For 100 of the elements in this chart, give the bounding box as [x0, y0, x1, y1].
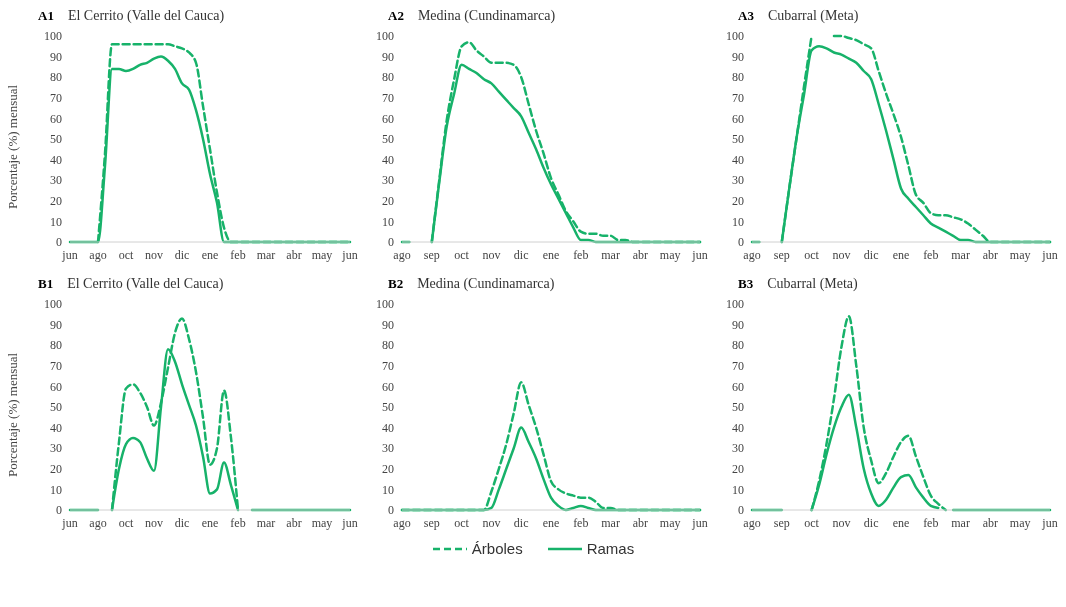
- y-tick-label: 20: [732, 194, 744, 209]
- x-tick-label: may: [1009, 247, 1031, 262]
- legend-label: Árboles: [471, 540, 523, 557]
- chart-title: Cubarral (Meta): [767, 8, 859, 24]
- y-tick-label: 30: [732, 173, 744, 188]
- x-tick-label: feb: [230, 515, 246, 530]
- y-tick-label: 100: [726, 29, 744, 44]
- y-tick-label: 0: [388, 235, 394, 250]
- x-tick-label: mar: [256, 247, 276, 262]
- y-tick-label: 10: [382, 214, 394, 229]
- y-tick-label: 10: [732, 214, 744, 229]
- x-tick-label: abr: [286, 247, 302, 262]
- x-tick-label: nov: [832, 515, 851, 530]
- x-tick-label: nov: [145, 247, 163, 262]
- x-tick-label: oct: [454, 247, 470, 262]
- y-tick-label: 100: [44, 297, 62, 312]
- y-tick-label: 10: [732, 482, 744, 497]
- y-tick-label: 60: [50, 379, 62, 394]
- y-tick-label: 0: [738, 503, 744, 518]
- x-tick-label: abr: [632, 247, 649, 262]
- y-tick-label: 100: [376, 29, 394, 44]
- x-tick-label: nov: [482, 247, 501, 262]
- x-tick-label: jun: [691, 247, 708, 262]
- x-tick-label: mar: [601, 515, 620, 530]
- y-tick-label: 30: [732, 441, 744, 456]
- chart-title: El Cerrito (Valle del Cauca): [67, 8, 225, 24]
- x-tick-label: ene: [201, 515, 219, 530]
- x-tick-label: mar: [951, 515, 970, 530]
- y-tick-label: 70: [732, 359, 744, 374]
- x-tick-label: jun: [1041, 247, 1058, 262]
- x-tick-label: oct: [804, 247, 820, 262]
- x-tick-label: oct: [118, 515, 134, 530]
- y-tick-label: 70: [382, 359, 394, 374]
- x-tick-label: sep: [423, 247, 440, 262]
- chart-title: Medina (Cundinamarca): [417, 8, 556, 24]
- x-tick-label: oct: [804, 515, 820, 530]
- x-tick-label: dic: [513, 515, 529, 530]
- x-tick-label: dic: [513, 247, 529, 262]
- x-tick-label: abr: [982, 515, 999, 530]
- x-tick-label: nov: [832, 247, 851, 262]
- legend-label: Ramas: [586, 540, 635, 557]
- x-tick-label: ene: [201, 247, 219, 262]
- y-tick-label: 100: [44, 29, 62, 44]
- x-tick-label: jun: [61, 247, 78, 262]
- x-tick-label: sep: [773, 515, 790, 530]
- x-tick-label: jun: [691, 515, 708, 530]
- y-tick-label: 0: [56, 235, 62, 250]
- y-tick-label: 50: [382, 132, 394, 147]
- y-tick-label: 80: [50, 70, 62, 85]
- y-tick-label: 60: [50, 111, 62, 126]
- y-tick-label: 50: [382, 400, 394, 415]
- x-tick-label: feb: [230, 247, 246, 262]
- y-tick-label: 10: [50, 482, 62, 497]
- y-tick-label: 10: [382, 482, 394, 497]
- y-tick-label: 20: [50, 462, 62, 477]
- y-tick-label: 30: [382, 173, 394, 188]
- x-tick-label: feb: [573, 247, 589, 262]
- x-tick-label: ago: [743, 247, 761, 262]
- text: A3: [738, 8, 754, 24]
- x-tick-label: ago: [89, 515, 107, 530]
- y-tick-label: 50: [50, 400, 62, 415]
- y-tick-label: 90: [50, 49, 62, 64]
- x-tick-label: jun: [341, 515, 358, 530]
- x-tick-label: abr: [286, 515, 302, 530]
- x-tick-label: jun: [341, 247, 358, 262]
- y-tick-label: 40: [732, 420, 744, 435]
- x-tick-label: may: [659, 515, 681, 530]
- x-tick-label: feb: [923, 515, 939, 530]
- text: B2: [388, 276, 404, 292]
- x-tick-label: ago: [743, 515, 761, 530]
- y-tick-label: 80: [382, 70, 394, 85]
- y-tick-label: 40: [382, 420, 394, 435]
- x-tick-label: abr: [632, 515, 649, 530]
- y-tick-label: 60: [382, 379, 394, 394]
- y-tick-label: 70: [382, 91, 394, 106]
- x-tick-label: ago: [393, 247, 411, 262]
- text: B3: [738, 276, 754, 292]
- x-tick-label: jun: [61, 515, 78, 530]
- x-tick-label: ago: [89, 247, 107, 262]
- x-tick-label: feb: [573, 515, 589, 530]
- x-tick-label: ene: [542, 247, 560, 262]
- y-tick-label: 70: [50, 359, 62, 374]
- y-tick-label: 30: [50, 441, 62, 456]
- x-tick-label: dic: [174, 247, 190, 262]
- y-tick-label: 60: [732, 111, 744, 126]
- x-tick-label: sep: [423, 515, 440, 530]
- y-tick-label: 90: [382, 49, 394, 64]
- y-tick-label: 50: [732, 400, 744, 415]
- y-tick-label: 40: [382, 152, 394, 167]
- y-tick-label: 20: [732, 462, 744, 477]
- x-tick-label: mar: [601, 247, 620, 262]
- y-tick-label: 90: [50, 317, 62, 332]
- y-tick-label: 80: [382, 338, 394, 353]
- x-tick-label: mar: [256, 515, 276, 530]
- y-tick-label: 100: [726, 297, 744, 312]
- y-tick-label: 30: [382, 441, 394, 456]
- text: A1: [38, 8, 54, 24]
- chart-title: El Cerrito (Valle del Cauca): [67, 276, 224, 292]
- y-tick-label: 30: [50, 173, 62, 188]
- x-tick-label: oct: [118, 247, 134, 262]
